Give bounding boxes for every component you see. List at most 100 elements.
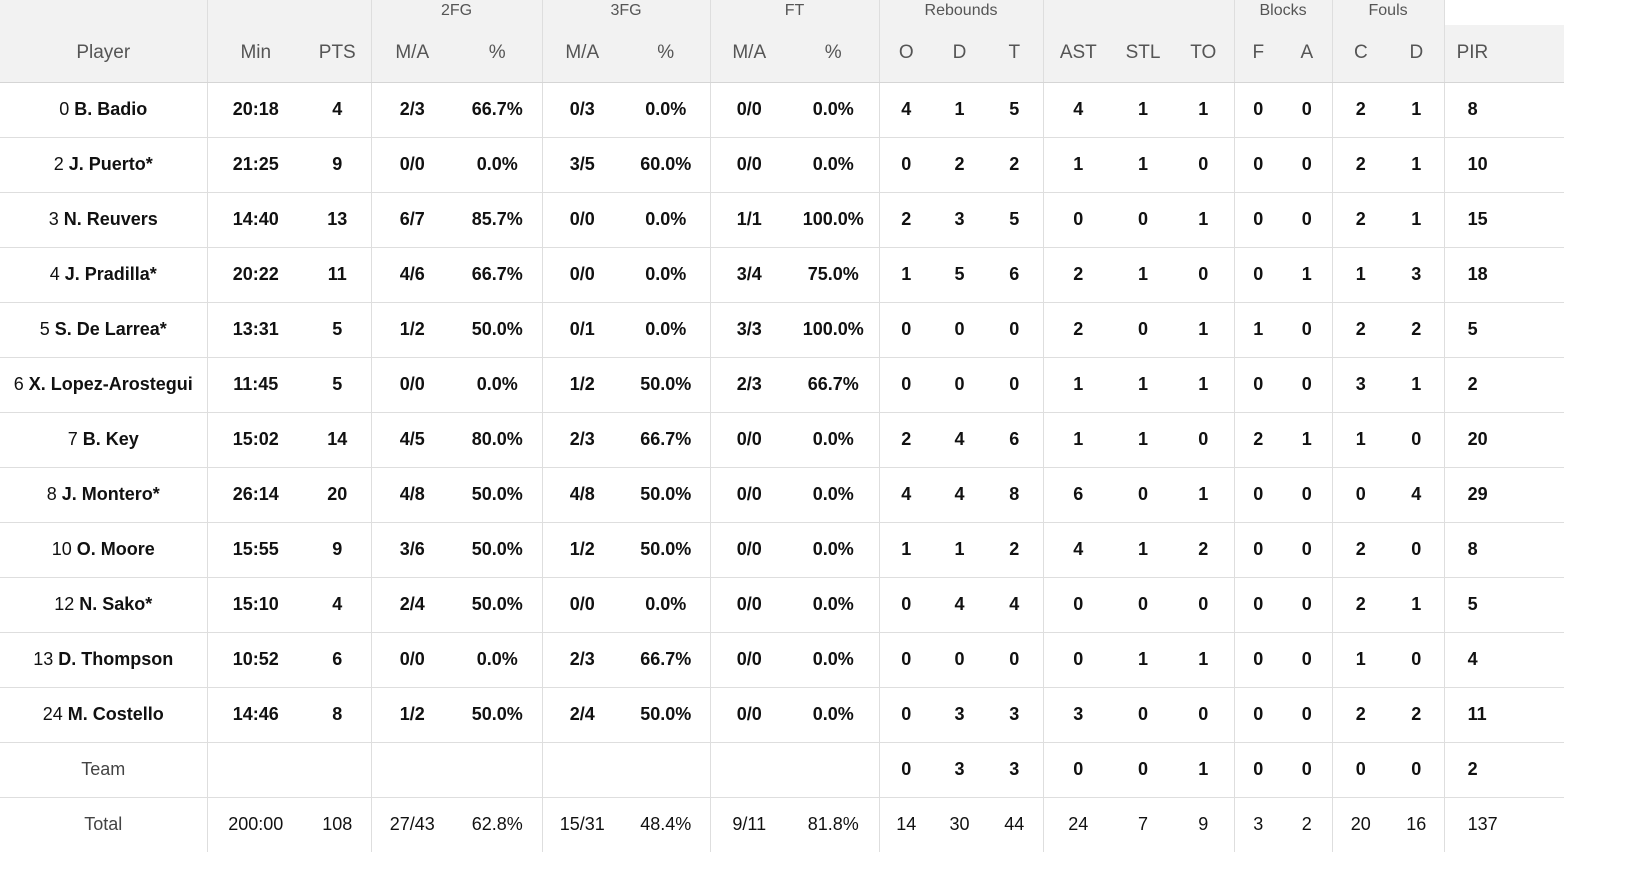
stat-rt: 0 bbox=[986, 302, 1044, 358]
stat-rt: 0 bbox=[986, 632, 1044, 688]
stat-pir: 18 bbox=[1444, 247, 1565, 303]
stat-fc: 2 bbox=[1332, 137, 1390, 193]
group-header-row: 2FG 3FG FT Rebounds Blocks Fouls bbox=[0, 0, 1565, 25]
col-to[interactable]: TO bbox=[1173, 25, 1235, 83]
stat-fc: 1 bbox=[1332, 247, 1390, 303]
player-cell[interactable]: 2 J. Puerto* bbox=[0, 137, 208, 193]
player-cell[interactable]: 3 N. Reuvers bbox=[0, 192, 208, 248]
stat-pts: 20 bbox=[304, 467, 372, 523]
stat-ftma: 3/3 bbox=[710, 302, 788, 358]
stat-ast: 2 bbox=[1043, 302, 1114, 358]
col-pir[interactable]: PIR bbox=[1444, 25, 1565, 83]
player-cell[interactable]: 12 N. Sako* bbox=[0, 577, 208, 633]
player-name[interactable]: D. Thompson bbox=[58, 649, 174, 669]
stat-stl: 1 bbox=[1113, 137, 1174, 193]
table-row[interactable]: 3 N. Reuvers 14:40 13 6/7 85.7% 0/0 0.0% 1/1 100… bbox=[0, 192, 1565, 248]
total-stat-rd: 30 bbox=[949, 814, 970, 835]
stat-stl: 1 bbox=[1113, 247, 1174, 303]
player-cell[interactable]: 6 X. Lopez-Arostegui bbox=[0, 357, 208, 413]
table-row[interactable]: 8 J. Montero* 26:14 20 4/8 50.0% 4/8 50.0% 0/0 0… bbox=[0, 467, 1565, 523]
player-name[interactable]: J. Pradilla* bbox=[64, 264, 157, 284]
stat-min: 26:14 bbox=[207, 467, 304, 523]
col-ft-ma[interactable]: M/A bbox=[710, 25, 788, 83]
stat-rt: 2 bbox=[986, 522, 1044, 578]
player-name[interactable]: X. Lopez-Arostegui bbox=[28, 374, 193, 394]
stat-rd: 4 bbox=[933, 577, 987, 633]
stat-fg3p: 66.7% bbox=[622, 412, 711, 468]
stat-fd: 4 bbox=[1389, 467, 1445, 523]
col-2fg-pct[interactable]: % bbox=[453, 25, 543, 83]
col-reb-o[interactable]: O bbox=[879, 25, 934, 83]
col-ast[interactable]: AST bbox=[1043, 25, 1114, 83]
player-name[interactable]: N. Reuvers bbox=[63, 209, 158, 229]
player-cell[interactable]: 7 B. Key bbox=[0, 412, 208, 468]
player-cell[interactable]: 10 O. Moore bbox=[0, 522, 208, 578]
stat-fg3p: 0.0% bbox=[622, 302, 711, 358]
stat-pir: 29 bbox=[1444, 467, 1565, 523]
player-cell[interactable]: 13 D. Thompson bbox=[0, 632, 208, 688]
table-row[interactable]: 10 O. Moore 15:55 9 3/6 50.0% 1/2 50.0% 0/0 0.0%… bbox=[0, 522, 1565, 578]
stat-ba: 0 bbox=[1282, 357, 1333, 413]
stat-fg2p: 50.0% bbox=[453, 467, 543, 523]
stat-ro: 0 bbox=[879, 357, 934, 413]
stat-fg3p: 50.0% bbox=[622, 467, 711, 523]
total-label: Total bbox=[0, 797, 208, 852]
group-spacer-minpts bbox=[207, 0, 372, 25]
col-2fg-ma[interactable]: M/A bbox=[371, 25, 453, 83]
table-row[interactable]: 7 B. Key 15:02 14 4/5 80.0% 2/3 66.7% 0/0 0.0% 2 4… bbox=[0, 412, 1565, 468]
player-name[interactable]: N. Sako* bbox=[79, 594, 153, 614]
col-ft-pct[interactable]: % bbox=[788, 25, 880, 83]
stat-rd: 0 bbox=[933, 302, 987, 358]
team-stat-min bbox=[207, 742, 304, 798]
player-cell[interactable]: 24 M. Costello bbox=[0, 687, 208, 743]
team-stat-stl: 0 bbox=[1113, 742, 1174, 798]
table-row[interactable]: 4 J. Pradilla* 20:22 11 4/6 66.7% 0/0 0.0% 3/4 7… bbox=[0, 247, 1565, 303]
table-row[interactable]: 12 N. Sako* 15:10 4 2/4 50.0% 0/0 0.0% 0/0 0.0% 0… bbox=[0, 577, 1565, 633]
stat-fc: 1 bbox=[1332, 412, 1390, 468]
stat-stl: 1 bbox=[1113, 522, 1174, 578]
table-row[interactable]: 6 X. Lopez-Arostegui 11:45 5 0/0 0.0% 1/2 50.0… bbox=[0, 357, 1565, 413]
table-row[interactable]: 24 M. Costello 14:46 8 1/2 50.0% 2/4 50.0% 0/0 0… bbox=[0, 687, 1565, 743]
stat-fg3ma: 1/2 bbox=[542, 522, 622, 578]
player-cell[interactable]: 0 B. Badio bbox=[0, 82, 208, 138]
stat-bf: 0 bbox=[1234, 137, 1283, 193]
stat-pts: 9 bbox=[304, 522, 372, 578]
player-name[interactable]: J. Puerto* bbox=[68, 154, 153, 174]
player-name[interactable]: S. De Larrea* bbox=[54, 319, 167, 339]
stat-to: 0 bbox=[1173, 412, 1235, 468]
col-3fg-ma[interactable]: M/A bbox=[542, 25, 622, 83]
stat-fc: 0 bbox=[1332, 467, 1390, 523]
stat-ast: 0 bbox=[1043, 192, 1114, 248]
table-header: 2FG 3FG FT Rebounds Blocks Fouls Player … bbox=[0, 0, 1565, 83]
table-row[interactable]: 5 S. De Larrea* 13:31 5 1/2 50.0% 0/1 0.0% 3/3 1… bbox=[0, 302, 1565, 358]
col-player[interactable]: Player bbox=[0, 25, 208, 83]
table-row[interactable]: 0 B. Badio 20:18 4 2/3 66.7% 0/3 0.0% 0/0 0.0% 4 1… bbox=[0, 82, 1565, 138]
col-stl[interactable]: STL bbox=[1113, 25, 1174, 83]
player-name[interactable]: J. Montero* bbox=[61, 484, 160, 504]
col-blk-a[interactable]: A bbox=[1282, 25, 1333, 83]
player-name[interactable]: M. Costello bbox=[67, 704, 164, 724]
table-row[interactable]: 2 J. Puerto* 21:25 9 0/0 0.0% 3/5 60.0% 0/0 0.0%… bbox=[0, 137, 1565, 193]
total-stat-ftp: 81.8% bbox=[788, 797, 880, 852]
total-stat-rt: 44 bbox=[986, 797, 1044, 852]
player-name[interactable]: B. Badio bbox=[74, 99, 148, 119]
col-foul-c[interactable]: C bbox=[1332, 25, 1390, 83]
total-stat-bf: 3 bbox=[1253, 814, 1264, 835]
total-stat-ast: 24 bbox=[1068, 814, 1089, 835]
col-blk-f[interactable]: F bbox=[1234, 25, 1283, 83]
stat-ftma: 2/3 bbox=[710, 357, 788, 413]
player-name[interactable]: B. Key bbox=[82, 429, 139, 449]
player-cell[interactable]: 8 J. Montero* bbox=[0, 467, 208, 523]
player-cell[interactable]: 5 S. De Larrea* bbox=[0, 302, 208, 358]
total-stat-ro: 14 bbox=[896, 814, 917, 835]
col-foul-d[interactable]: D bbox=[1389, 25, 1445, 83]
col-reb-t[interactable]: T bbox=[986, 25, 1044, 83]
player-cell[interactable]: 4 J. Pradilla* bbox=[0, 247, 208, 303]
col-reb-d[interactable]: D bbox=[933, 25, 987, 83]
table-row[interactable]: 13 D. Thompson 10:52 6 0/0 0.0% 2/3 66.7% 0/0 0.… bbox=[0, 632, 1565, 688]
col-pts[interactable]: PTS bbox=[304, 25, 372, 83]
col-3fg-pct[interactable]: % bbox=[622, 25, 711, 83]
player-name[interactable]: O. Moore bbox=[76, 539, 155, 559]
col-min[interactable]: Min bbox=[207, 25, 304, 83]
group-3fg: 3FG bbox=[542, 0, 711, 25]
